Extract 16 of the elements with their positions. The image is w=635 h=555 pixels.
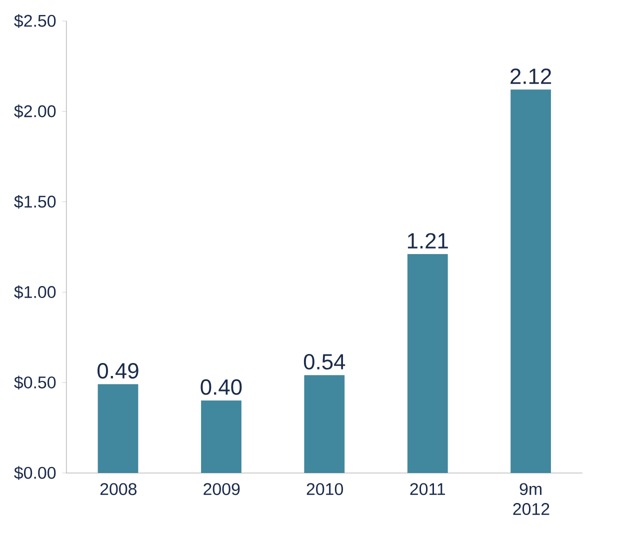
data-label: 2.12 xyxy=(510,68,552,84)
y-tick-label: $2.00 xyxy=(14,104,56,118)
x-tick-label: 2010 xyxy=(306,483,343,496)
data-label: 0.54 xyxy=(304,354,346,370)
y-tick-label: $2.50 xyxy=(14,14,56,28)
y-tick-label: $1.50 xyxy=(14,194,56,209)
x-tick-label: 9m 2012 xyxy=(513,483,550,516)
x-tick-label: 2008 xyxy=(100,483,137,496)
data-label: 0.49 xyxy=(98,363,138,379)
y-tick-label: $1.00 xyxy=(14,285,56,300)
data-label: 1.21 xyxy=(408,233,448,248)
x-tick-label: 2009 xyxy=(204,483,240,496)
y-tick-label: $0.50 xyxy=(14,376,56,390)
data-label: 0.40 xyxy=(200,379,242,395)
x-tick-label: 2011 xyxy=(410,483,445,496)
y-tick-label: $0.00 xyxy=(14,466,56,480)
